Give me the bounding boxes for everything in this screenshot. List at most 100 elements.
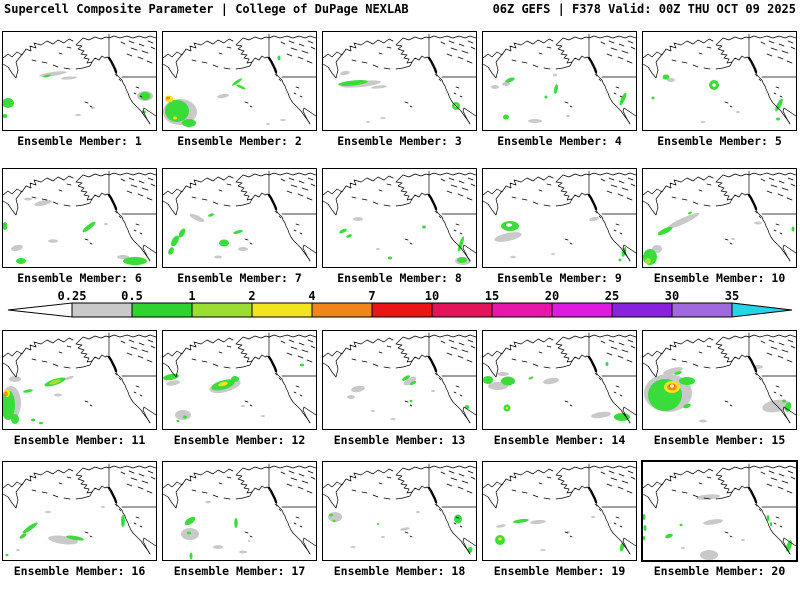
panel-map	[323, 32, 476, 126]
scp-blob	[422, 225, 426, 229]
ensemble-panel-18	[322, 461, 477, 561]
panel-map	[163, 462, 316, 560]
scp-blob	[681, 547, 685, 549]
ensemble-panel-17	[162, 461, 317, 561]
scp-blobs	[3, 375, 74, 425]
scp-blob	[731, 238, 735, 240]
scp-blob	[184, 516, 196, 526]
colorbar-under-range-arrow	[7, 302, 73, 318]
scp-blob	[261, 415, 265, 417]
scp-blob	[3, 114, 8, 118]
scp-blob	[11, 244, 23, 252]
ensemble-panel-9	[482, 168, 637, 268]
scp-blob	[175, 410, 191, 420]
run-valid-time: 06Z GEFS | F378 Valid: 00Z THU OCT 09 20…	[492, 2, 796, 16]
scp-blob	[530, 519, 546, 525]
panel-map	[643, 462, 796, 560]
basemap-coastlines	[163, 462, 316, 556]
panel-label-12: Ensemble Member: 12	[173, 433, 306, 447]
scp-blobs	[339, 217, 471, 265]
scp-blob	[187, 531, 191, 535]
colorbar-segment-5	[311, 302, 373, 318]
scp-blob	[5, 553, 9, 557]
scp-blob	[618, 258, 622, 262]
colorbar-tick-label: 1	[188, 289, 195, 303]
scp-blob	[236, 84, 246, 90]
scp-blob	[234, 518, 238, 528]
scp-blob	[75, 114, 81, 116]
scp-blob	[219, 239, 229, 247]
scp-blob	[43, 74, 51, 78]
scp-blob	[736, 111, 740, 113]
panel-label-4: Ensemble Member: 4	[497, 134, 622, 148]
ensemble-panel-13	[322, 330, 477, 430]
scp-blob	[643, 536, 646, 540]
basemap-coastlines	[643, 462, 796, 556]
scp-blob	[543, 377, 559, 385]
ensemble-panel-7	[162, 168, 317, 268]
panel-map	[3, 32, 156, 126]
colorbar-segment-2	[131, 302, 193, 318]
scp-blob	[239, 550, 247, 554]
scp-blob	[3, 390, 15, 420]
ensemble-panel-3	[322, 31, 477, 131]
scp-blobs	[3, 197, 147, 265]
scp-blob	[553, 73, 557, 77]
scp-blob	[300, 363, 304, 367]
panel-label-7: Ensemble Member: 7	[177, 271, 302, 285]
colorbar-tick-label: 4	[308, 289, 315, 303]
scp-blob	[506, 223, 512, 227]
scp-blob	[376, 248, 380, 250]
scp-blob	[189, 552, 193, 560]
scp-blob	[696, 494, 720, 500]
scp-blob	[9, 376, 21, 382]
ensemble-panel-10	[642, 168, 797, 268]
scp-blob	[380, 117, 386, 119]
panel-map	[323, 462, 476, 556]
scp-blob	[776, 117, 780, 121]
panel-label-20: Ensemble Member: 20	[653, 564, 786, 578]
scp-blob	[4, 391, 8, 397]
scp-blob	[338, 80, 368, 86]
scp-blob	[700, 550, 718, 560]
scp-blob	[19, 533, 27, 539]
scp-blob	[213, 545, 223, 549]
ensemble-panel-1	[2, 31, 157, 131]
panel-map	[483, 462, 636, 556]
ensemble-panel-5	[642, 31, 797, 131]
scp-blob	[117, 255, 129, 259]
scp-blob	[457, 236, 465, 252]
scp-blob	[45, 510, 51, 514]
scp-blob	[497, 372, 509, 376]
scp-blob	[662, 74, 670, 80]
scp-blob	[121, 515, 125, 527]
scp-blob	[651, 96, 655, 100]
scp-blob	[513, 518, 529, 524]
scp-blob	[214, 255, 222, 259]
scp-blob	[402, 375, 410, 381]
scp-blob	[754, 221, 762, 225]
ensemble-panel-6	[2, 168, 157, 268]
scp-blob	[566, 115, 570, 117]
scp-blobs	[163, 363, 304, 423]
ensemble-panel-11	[2, 330, 157, 430]
scp-blob	[39, 421, 43, 425]
scp-blob	[643, 514, 646, 520]
panel-label-6: Ensemble Member: 6	[17, 271, 142, 285]
scp-blob	[782, 399, 786, 403]
scp-blobs	[491, 73, 627, 123]
scp-blob	[700, 121, 706, 123]
scp-blob	[674, 371, 682, 375]
basemap-coastlines	[163, 169, 316, 263]
panel-label-3: Ensemble Member: 3	[337, 134, 462, 148]
scp-blob	[182, 119, 196, 127]
scp-blob	[233, 230, 243, 234]
colorbar-segment-4	[251, 302, 313, 318]
title-bar: Supercell Composite Parameter | College …	[0, 2, 800, 18]
scp-blob	[165, 100, 189, 122]
scp-blobs	[338, 70, 460, 123]
panel-label-10: Ensemble Member: 10	[653, 271, 786, 285]
scp-blob	[619, 92, 627, 106]
scp-blob	[791, 226, 795, 232]
basemap-coastlines	[323, 32, 476, 126]
